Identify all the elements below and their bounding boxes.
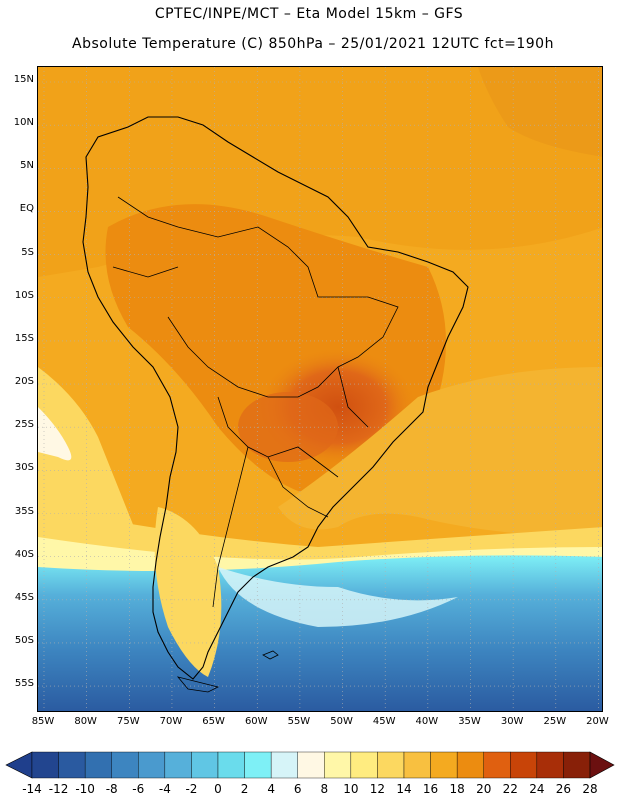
colorbar-cell — [191, 751, 219, 779]
lon-label-40w: 40W — [415, 716, 439, 727]
colorbar-cell — [58, 751, 86, 779]
colorbar-cell — [84, 751, 112, 779]
colorbar — [5, 751, 615, 779]
temperature-map — [37, 66, 603, 712]
colorbar-label: 14 — [396, 782, 412, 796]
lat-label-5n: 5N — [20, 160, 34, 172]
colorbar-cell — [217, 751, 245, 779]
colorbar-label: 0 — [214, 782, 222, 796]
colorbar-cell — [536, 751, 564, 779]
lon-label-50w: 50W — [330, 716, 353, 727]
south-america-coastline — [82, 116, 469, 680]
colorbar-label: 10 — [343, 782, 359, 796]
lat-label-40s: 40S — [14, 548, 34, 560]
colorbar-label: -6 — [132, 782, 145, 796]
lon-label-75w: 75W — [116, 716, 140, 727]
lon-label-55w: 55W — [287, 716, 311, 727]
colorbar-label: 22 — [502, 782, 518, 796]
lon-label-25w: 25W — [543, 716, 567, 727]
colorbar-cell — [456, 751, 484, 779]
colorbar-cell — [350, 751, 378, 779]
colorbar-label: 18 — [449, 782, 465, 796]
lat-label-15n: 15N — [13, 74, 34, 85]
lat-label-55s: 55S — [14, 678, 34, 690]
colorbar-label: 2 — [240, 782, 249, 796]
colorbar-cell — [244, 751, 272, 779]
colorbar-cell — [430, 751, 458, 779]
lat-label-35s: 35S — [14, 505, 34, 517]
colorbar-cell — [403, 751, 431, 779]
lat-label-eq: EQ — [19, 203, 34, 215]
national-borders — [112, 196, 399, 608]
colorbar-cell — [31, 751, 59, 779]
lon-label-70w: 70W — [159, 716, 183, 727]
colorbar-cell — [111, 751, 139, 779]
lat-label-10s: 10S — [14, 289, 34, 301]
lat-label-30s: 30S — [14, 462, 34, 474]
lon-label-35w: 35W — [458, 716, 481, 727]
colorbar-cell — [324, 751, 352, 779]
colorbar-cell — [138, 751, 166, 779]
colorbar-cell — [563, 751, 591, 779]
lat-label-20s: 20S — [14, 376, 34, 388]
colorbar-label: 24 — [529, 782, 545, 796]
lat-label-15s: 15S — [14, 332, 34, 344]
colorbar-label: 20 — [476, 782, 492, 796]
pacific-yellow — [38, 367, 138, 547]
lon-label-60w: 60W — [244, 716, 268, 727]
colorbar-label: -2 — [185, 782, 198, 796]
colorbar-cell — [377, 751, 405, 779]
map-canvas — [38, 67, 602, 711]
lon-label-65w: 65W — [202, 716, 225, 727]
colorbar-cell — [483, 751, 511, 779]
colorbar-label: 26 — [555, 782, 572, 796]
colorbar-label: -12 — [48, 782, 69, 796]
patagonia-warm — [154, 507, 222, 677]
map-title: CPTEC/INPE/MCT – Eta Model 15km – GFS — [154, 6, 464, 22]
colorbar-label: 6 — [293, 782, 302, 796]
colorbar-label: -10 — [75, 782, 95, 796]
colorbar-cell — [270, 751, 298, 779]
lat-label-25s: 25S — [14, 419, 34, 431]
colorbar-cell — [164, 751, 192, 779]
colorbar-label: 4 — [267, 782, 275, 796]
lon-label-20w: 20W — [586, 716, 609, 727]
colorbar-label: -14 — [22, 782, 42, 796]
atlantic-ne-field — [478, 67, 602, 157]
tierra-del-fuego — [176, 676, 220, 693]
colorbar-label: 16 — [422, 782, 439, 796]
colorbar-label: -4 — [158, 782, 171, 796]
lon-label-45w: 45W — [372, 716, 396, 727]
lat-label-10n: 10N — [13, 117, 34, 129]
colorbar-over-triangle — [589, 751, 615, 779]
colorbar-under-triangle — [5, 751, 33, 779]
colorbar-cell — [510, 751, 538, 779]
colorbar-label: 12 — [369, 782, 386, 796]
falkland-islands — [262, 650, 279, 660]
colorbar-label: 28 — [582, 782, 598, 796]
map-subtitle: Absolute Temperature (C) 850hPa – 25/01/… — [72, 36, 554, 52]
lat-label-50s: 50S — [14, 634, 34, 646]
subtropical-atlantic — [278, 367, 602, 537]
hot-core-west — [238, 392, 338, 462]
lon-label-85w: 85W — [31, 716, 55, 727]
colorbar-cells — [5, 751, 615, 779]
lat-label-45s: 45S — [14, 591, 34, 603]
colorbar-label: 8 — [320, 782, 329, 796]
cool-plume — [218, 567, 458, 627]
lon-label-30w: 30W — [500, 716, 524, 727]
lon-label-80w: 80W — [74, 716, 97, 727]
lat-label-5s: 5S — [21, 246, 34, 258]
pacific-pale — [38, 407, 72, 461]
southern-ocean-cold — [38, 555, 602, 711]
colorbar-cell — [297, 751, 325, 779]
colorbar-label: -8 — [105, 782, 118, 796]
